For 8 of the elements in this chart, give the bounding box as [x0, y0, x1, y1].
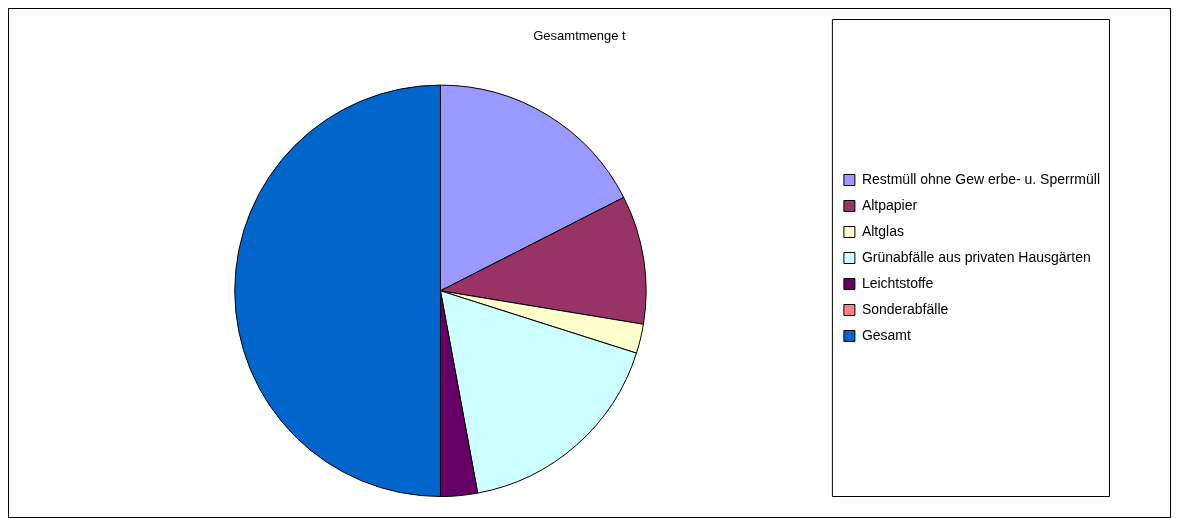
- legend-label: Altpapier: [861, 196, 918, 213]
- legend-label: Leichtstoffe: [861, 274, 934, 291]
- legend-label: Altglas: [861, 222, 904, 239]
- legend-label: Gesamt: [861, 326, 912, 343]
- text: Gesamtmenge t: [533, 28, 627, 44]
- legend-label: Grünabfälle aus privaten Hausgärten: [861, 248, 1091, 265]
- legend-label: Restmüll ohne Gew erbe- u. Sperrmüll: [861, 170, 1101, 187]
- legend-label: Sonderabfälle: [861, 300, 949, 317]
